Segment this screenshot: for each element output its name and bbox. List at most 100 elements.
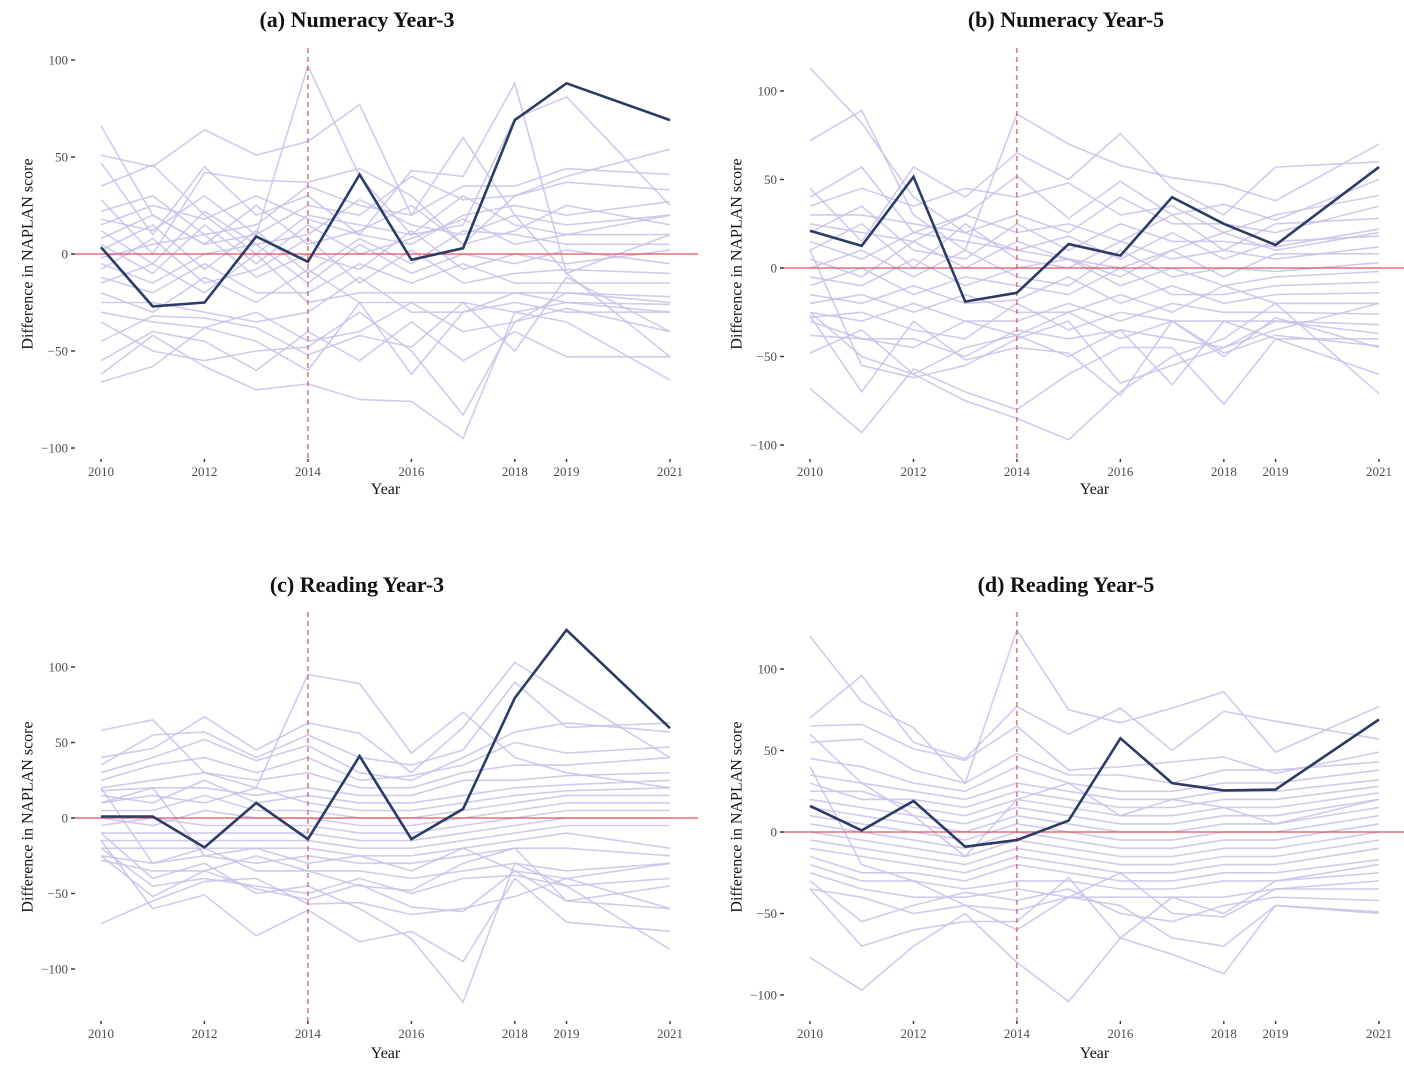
y-tick-label: 50 (55, 150, 68, 165)
x-tick-label: 2021 (657, 1026, 683, 1041)
control-line (100, 832, 671, 1004)
y-tick-label: 50 (55, 735, 68, 750)
y-tick-label: 0 (771, 825, 778, 840)
y-axis-title: Difference in NAPLAN score (20, 721, 37, 912)
control-line (809, 213, 1380, 252)
x-tick-label: 2010 (88, 464, 114, 479)
x-tick-label: 2010 (797, 1026, 823, 1041)
control-line (100, 787, 671, 910)
panel-reading-year3: (c) Reading Year-3 Difference in NAPLAN s… (20, 572, 698, 1062)
control-line (100, 673, 671, 789)
x-tick-label: 2016 (398, 464, 425, 479)
control-line (809, 723, 1380, 775)
panel-title: (c) Reading Year-3 (270, 572, 444, 597)
control-line (100, 229, 671, 279)
control-line (809, 863, 1380, 890)
y-tick-label: −100 (750, 988, 777, 1003)
x-tick-label: 2012 (900, 464, 926, 479)
control-lines (100, 661, 671, 1004)
panel-title: (a) Numeracy Year-3 (259, 7, 454, 32)
control-line (809, 806, 1380, 833)
x-tick-label: 2019 (554, 464, 580, 479)
y-tick-label: 0 (62, 811, 69, 826)
control-line (100, 252, 671, 304)
x-tick-label: 2014 (295, 464, 322, 479)
control-line (100, 218, 670, 275)
y-tick-label: 0 (771, 261, 778, 276)
x-tick-label: 2021 (657, 464, 683, 479)
control-line (809, 302, 1380, 322)
y-axis-title: Difference in NAPLAN score (729, 721, 746, 912)
control-line (100, 276, 671, 356)
x-tick-label: 2016 (1107, 464, 1134, 479)
control-line (100, 198, 671, 265)
control-line (809, 823, 1380, 850)
x-tick-label: 2019 (1263, 464, 1289, 479)
panel-numeracy-year3: (a) Numeracy Year-3 Difference in NAPLAN … (20, 7, 698, 498)
control-line (809, 276, 1380, 305)
control-line (809, 311, 1380, 376)
control-line (809, 109, 1380, 252)
x-tick-label: 2014 (295, 1026, 322, 1041)
control-line (100, 204, 671, 246)
control-line (809, 876, 1380, 975)
x-tick-label: 2018 (502, 464, 528, 479)
control-line (809, 320, 1380, 358)
control-line (809, 315, 1380, 397)
x-tick-label: 2014 (1004, 464, 1031, 479)
control-line (809, 847, 1380, 874)
x-tick-label: 2018 (502, 1026, 528, 1041)
control-line (809, 863, 1380, 1003)
x-tick-label: 2010 (797, 464, 823, 479)
control-line (100, 291, 671, 417)
x-tick-label: 2019 (554, 1026, 580, 1041)
treated-line (100, 81, 671, 308)
y-tick-label: 100 (49, 660, 69, 675)
control-line (100, 237, 671, 285)
control-line (810, 790, 1380, 817)
treated-line (809, 166, 1380, 304)
control-line (100, 877, 671, 925)
control-line (100, 779, 671, 804)
control-lines (809, 67, 1380, 441)
control-line (809, 855, 1380, 882)
control-line (809, 674, 1380, 760)
control-line (100, 223, 670, 275)
control-line (809, 798, 1380, 825)
y-tick-label: 100 (758, 662, 778, 677)
x-tick-label: 2014 (1004, 1026, 1031, 1041)
control-line (100, 311, 671, 440)
x-tick-label: 2021 (1366, 1026, 1392, 1041)
control-line (100, 175, 671, 236)
y-tick-label: −100 (750, 438, 777, 453)
control-lines (100, 63, 671, 440)
x-axis-title: Year (1080, 481, 1110, 498)
control-line (100, 847, 671, 895)
control-line (100, 103, 671, 358)
control-line (100, 855, 671, 913)
control-line (809, 302, 1380, 340)
y-tick-label: −100 (41, 962, 68, 977)
control-line (100, 301, 671, 343)
y-tick-label: 100 (758, 84, 778, 99)
control-line (100, 148, 671, 256)
x-axis-title: Year (1080, 1045, 1110, 1062)
panel-title: (b) Numeracy Year-5 (968, 7, 1164, 32)
control-line (809, 132, 1380, 243)
control-line (809, 205, 1380, 260)
control-line (809, 738, 1380, 784)
control-line (809, 302, 1380, 441)
x-tick-label: 2019 (1263, 1026, 1289, 1041)
x-tick-label: 2016 (398, 1026, 425, 1041)
x-tick-label: 2018 (1211, 464, 1237, 479)
control-lines (809, 628, 1380, 1003)
x-tick-label: 2010 (88, 1026, 114, 1041)
y-tick-label: 50 (764, 172, 777, 187)
control-line (100, 268, 671, 314)
y-tick-label: 0 (62, 247, 69, 262)
x-tick-label: 2018 (1211, 1026, 1237, 1041)
control-line (100, 194, 671, 246)
x-tick-label: 2012 (191, 1026, 217, 1041)
control-line (100, 741, 671, 782)
